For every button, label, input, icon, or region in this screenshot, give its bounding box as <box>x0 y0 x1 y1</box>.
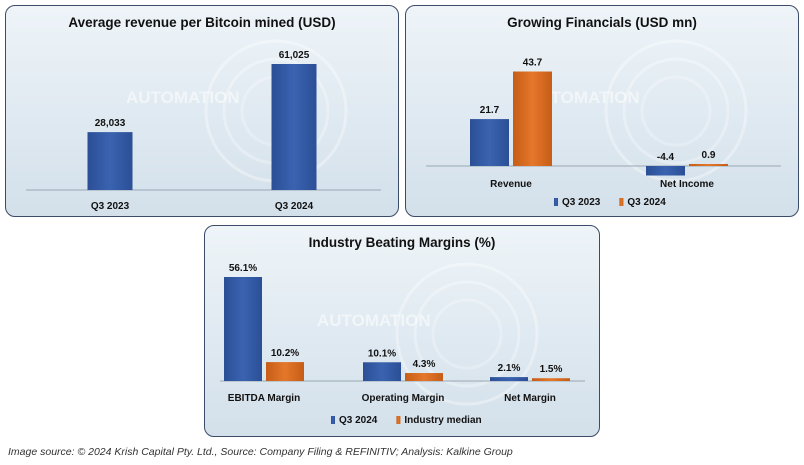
data-label: 56.1% <box>229 263 257 274</box>
watermark-text: AUTOMATION <box>317 311 431 330</box>
decorative-ring <box>431 298 503 370</box>
bar-revenue-0 <box>470 119 509 166</box>
decorative-ring <box>604 39 748 183</box>
data-label: 10.1% <box>368 348 396 359</box>
category-label: Q3 2024 <box>275 201 314 212</box>
legend-swatch <box>619 198 624 206</box>
bar-q3-2023-0 <box>87 132 133 190</box>
bar-net-income-0 <box>646 166 685 176</box>
watermark-text: AUTOMATION <box>526 88 640 107</box>
category-label: Net Income <box>660 179 714 190</box>
bar-ebitda-margin-1 <box>266 362 304 381</box>
decorative-ring <box>395 262 539 406</box>
data-label: 10.2% <box>271 348 299 359</box>
bar-net-margin-0 <box>490 377 528 381</box>
category-label: Net Margin <box>504 393 556 404</box>
source-caption: Image source: © 2024 Krish Capital Pty. … <box>8 446 513 458</box>
data-label: 1.5% <box>540 364 563 375</box>
bar-operating-margin-1 <box>405 373 443 381</box>
data-label: 43.7 <box>523 58 543 69</box>
chart-panel-growing-financials: Growing Financials (USD mn) AUTOMATION 21… <box>405 5 799 217</box>
legend-swatch <box>554 198 558 206</box>
category-label: EBITDA Margin <box>228 393 300 404</box>
decorative-ring <box>622 57 730 165</box>
legend-swatch <box>396 416 401 424</box>
bar-q3-2024-0 <box>271 64 317 190</box>
category-label: Q3 2023 <box>91 201 130 212</box>
data-label: 61,025 <box>279 50 310 61</box>
watermark-text: AUTOMATION <box>126 88 240 107</box>
data-label: 21.7 <box>480 105 500 116</box>
bar-net-income-1 <box>689 164 728 166</box>
legend-label: Q3 2023 <box>562 197 601 208</box>
chart-title: Growing Financials (USD mn) <box>507 15 697 30</box>
chart-canvas: AUTOMATION 56.1% 10.2% EBITDA Margin 10.1% 4.… <box>220 262 585 426</box>
chart-canvas: AUTOMATION 21.7 43.7 Revenue -4.4 0.9 Net Inco… <box>426 39 781 208</box>
chart-title: Industry Beating Margins (%) <box>308 235 496 250</box>
chart-title: Average revenue per Bitcoin mined (USD) <box>68 15 336 30</box>
legend-swatch <box>331 416 335 424</box>
bar-net-margin-1 <box>532 378 570 381</box>
bar-operating-margin-0 <box>363 362 401 381</box>
data-label: 2.1% <box>498 363 521 374</box>
data-label: -4.4 <box>657 152 675 163</box>
bar-ebitda-margin-0 <box>224 277 262 381</box>
data-label: 28,033 <box>95 118 126 129</box>
decorative-ring <box>413 280 521 388</box>
category-label: Operating Margin <box>362 393 445 404</box>
decorative-ring <box>640 75 712 147</box>
legend-label: Q3 2024 <box>339 415 378 426</box>
chart-panel-revenue-per-bitcoin: Average revenue per Bitcoin mined (USD) … <box>5 5 399 217</box>
chart-panel-industry-margins: Industry Beating Margins (%) AUTOMATION 5… <box>204 225 600 437</box>
data-label: 0.9 <box>702 150 716 161</box>
legend-label: Q3 2024 <box>627 197 666 208</box>
legend-label: Industry median <box>404 415 481 426</box>
bar-revenue-1 <box>513 71 552 166</box>
category-label: Revenue <box>490 179 532 190</box>
data-label: 4.3% <box>413 359 436 370</box>
